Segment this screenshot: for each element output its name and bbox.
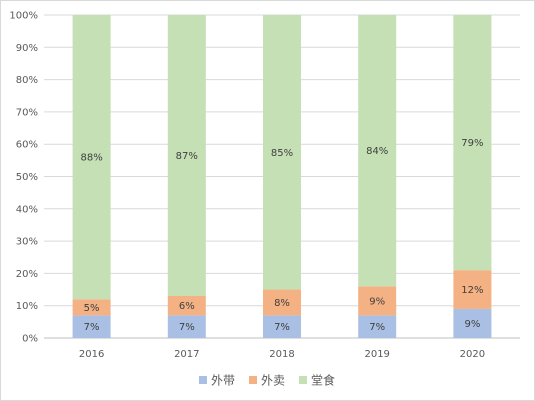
x-tick-label: 2016 — [79, 349, 104, 360]
bars: 7% 5% 88% 7% 6% 87% 7% 8% 85% 7% 9% 84% 9% 12% 79% — [72, 15, 492, 338]
data-label: 87% — [176, 151, 198, 162]
bar-segment — [453, 270, 492, 309]
legend-label: 外带 — [211, 374, 235, 388]
legend-label: 堂食 — [311, 373, 335, 388]
y-tick-label: 80% — [16, 75, 38, 86]
data-label: 85% — [271, 148, 293, 159]
data-label: 6% — [179, 301, 195, 312]
data-label: 84% — [366, 146, 388, 157]
bar-segment — [72, 299, 111, 316]
x-tick-label: 2017 — [174, 349, 199, 360]
legend-label: 外卖 — [261, 374, 285, 388]
bar-segment — [72, 15, 111, 300]
data-label: 8% — [274, 298, 290, 309]
data-label: 9% — [369, 296, 385, 307]
bar-segment — [167, 296, 206, 316]
data-label: 12% — [461, 285, 483, 296]
y-tick-label: 30% — [16, 237, 38, 248]
y-tick-label: 70% — [16, 107, 38, 118]
bar-segment — [263, 15, 301, 290]
bar-segment — [358, 315, 397, 338]
legend: 外带 外卖 堂食 — [199, 373, 335, 388]
data-label: 7% — [179, 322, 195, 333]
bar-segment — [453, 308, 492, 338]
y-tick-label: 10% — [16, 301, 38, 312]
x-tick-label: 2019 — [364, 349, 389, 360]
y-tick-label: 60% — [16, 140, 38, 151]
data-label: 7% — [84, 322, 100, 333]
bar-segment — [263, 315, 301, 338]
legend-swatch — [199, 376, 207, 384]
bar-segment — [358, 15, 397, 287]
y-tick-label: 0% — [22, 334, 38, 345]
data-label: 9% — [464, 319, 480, 330]
bar-segment — [72, 315, 111, 338]
x-axis: 2016 2017 2018 2019 2020 — [79, 349, 485, 360]
x-tick-label: 2018 — [269, 349, 294, 360]
legend-swatch — [299, 376, 307, 384]
legend-swatch — [249, 376, 257, 384]
data-label: 7% — [274, 322, 290, 333]
bar-segment — [167, 315, 206, 338]
y-tick-label: 90% — [16, 43, 38, 54]
y-tick-label: 100% — [9, 11, 38, 22]
y-tick-label: 50% — [16, 172, 38, 183]
y-tick-label: 20% — [16, 269, 38, 280]
data-label: 88% — [80, 153, 102, 164]
bar-segment — [358, 286, 397, 316]
data-label: 5% — [84, 303, 100, 314]
y-tick-label: 40% — [16, 204, 38, 215]
data-label: 79% — [461, 138, 483, 149]
bar-segment — [453, 15, 492, 271]
y-axis: 0% 10% 20% 30% 40% 50% 60% 70% 80% 90% 100% — [9, 11, 38, 345]
x-tick-label: 2020 — [460, 349, 485, 360]
bar-segment — [263, 289, 301, 316]
data-label: 7% — [369, 322, 385, 333]
bar-segment — [167, 15, 206, 297]
